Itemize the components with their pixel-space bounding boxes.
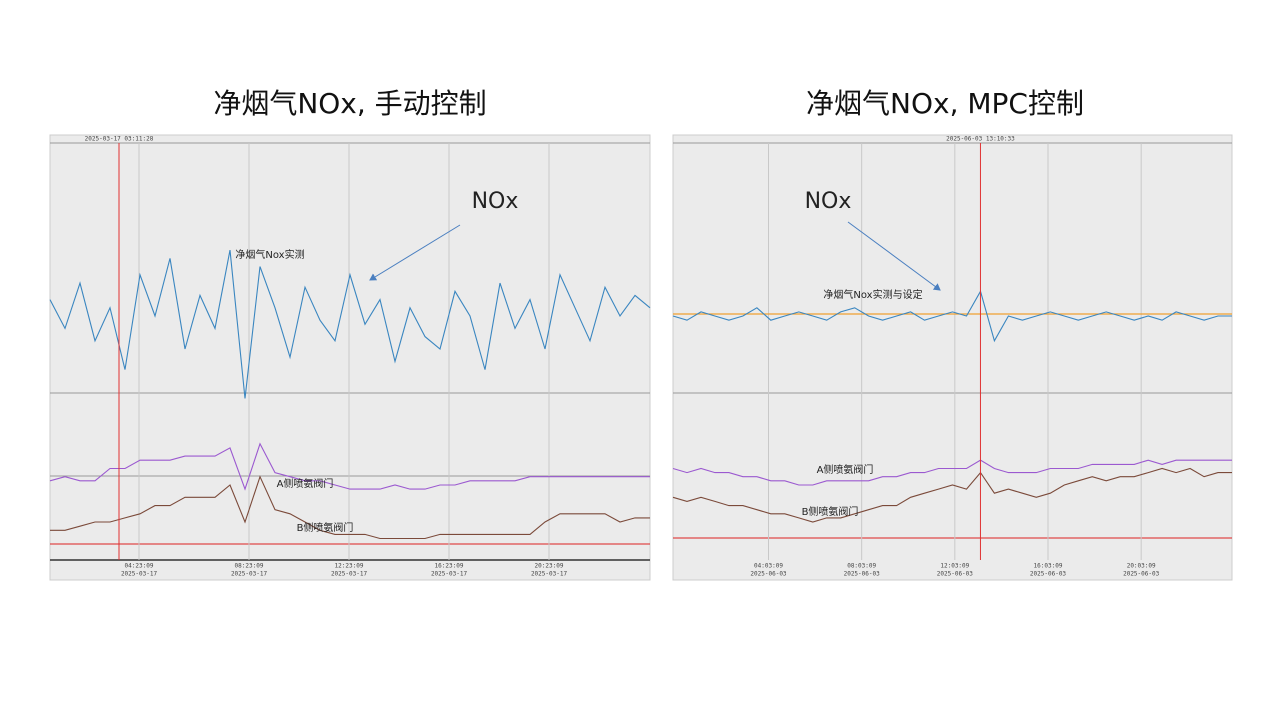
- x-tick-date: 2025-03-17: [431, 571, 468, 578]
- x-tick-label: 20:03:09: [1127, 563, 1156, 570]
- arrow: [369, 224, 461, 281]
- arrow: [847, 221, 941, 291]
- series-line: [49, 249, 651, 399]
- x-tick-date: 2025-03-17: [331, 571, 368, 578]
- series-label: A侧喷氨阀门: [277, 477, 334, 490]
- panel: [49, 134, 651, 581]
- x-tick-date: 2025-06-03: [1123, 571, 1160, 578]
- x-tick-date: 2025-06-03: [750, 571, 787, 578]
- chart-title: 净烟气NOx, MPC控制: [806, 87, 1084, 120]
- x-tick-label: 08:23:09: [235, 563, 264, 570]
- series-label: 净烟气Nox实测与设定: [823, 288, 922, 301]
- x-tick-label: 04:23:09: [125, 563, 154, 570]
- cursor-label: 2025-06-03 13:10:33: [946, 136, 1015, 143]
- cursor-label: 2025-03-17 03:11:28: [85, 136, 154, 143]
- x-tick-label: 12:03:09: [940, 563, 969, 570]
- series-label: 净烟气Nox实测: [235, 248, 304, 261]
- x-tick-label: 08:03:09: [847, 563, 876, 570]
- series-line: [672, 467, 1232, 523]
- plots: 04:23:092025-03-1708:23:092025-03-1712:2…: [49, 136, 1232, 578]
- x-tick-label: 12:23:09: [335, 563, 364, 570]
- panel: [672, 134, 1233, 581]
- series-line: [672, 289, 1232, 343]
- x-tick-date: 2025-03-17: [531, 571, 568, 578]
- annotation: NOx: [472, 189, 519, 214]
- x-tick-date: 2025-06-03: [937, 571, 974, 578]
- series-line: [50, 475, 650, 540]
- series-label: B侧喷氨阀门: [802, 505, 859, 518]
- x-tick-date: 2025-03-17: [231, 571, 268, 578]
- series-label: B侧喷氨阀门: [297, 521, 354, 534]
- x-tick-date: 2025-06-03: [1030, 571, 1067, 578]
- chart-title: 净烟气NOx, 手动控制: [213, 87, 486, 120]
- series-label: A侧喷氨阀门: [817, 463, 874, 476]
- series-line: [672, 459, 1232, 486]
- x-tick-label: 16:23:09: [435, 563, 464, 570]
- x-tick-label: 20:23:09: [535, 563, 564, 570]
- x-tick-date: 2025-03-17: [121, 571, 158, 578]
- x-tick-label: 16:03:09: [1034, 563, 1063, 570]
- x-tick-date: 2025-06-03: [844, 571, 881, 578]
- series-line: [49, 442, 650, 491]
- annotation: NOx: [805, 189, 852, 214]
- x-tick-label: 04:03:09: [754, 563, 783, 570]
